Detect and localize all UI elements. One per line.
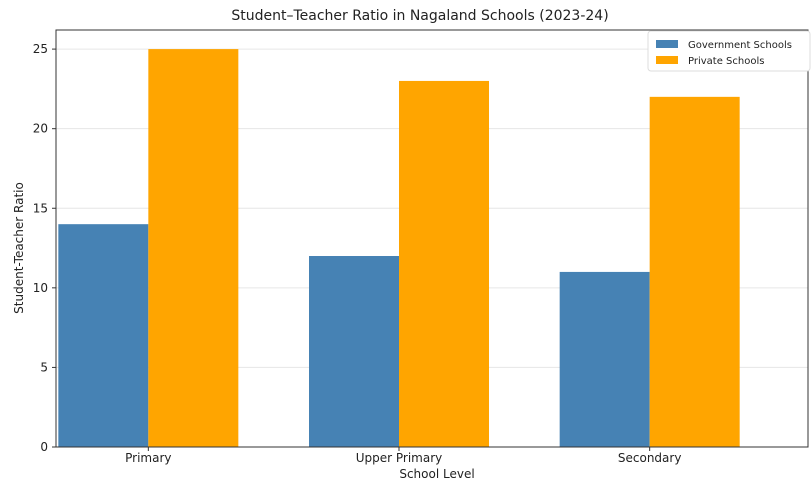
legend-label: Private Schools	[688, 56, 764, 67]
x-axis-label: School Level	[399, 467, 474, 481]
y-tick-label: 0	[40, 440, 48, 454]
bar-secondary-private	[649, 96, 740, 448]
x-tick-label: Secondary	[618, 451, 682, 465]
chart-title: Student–Teacher Ratio in Nagaland School…	[231, 8, 608, 24]
bar-upper-primary-government	[309, 256, 399, 447]
legend-box	[647, 30, 811, 72]
y-tick-label: 15	[33, 201, 48, 215]
legend-swatch	[656, 40, 678, 48]
legend-label: Government Schools	[688, 40, 792, 51]
bars	[58, 49, 740, 448]
y-tick-label: 10	[33, 281, 48, 295]
x-tick-label: Primary	[125, 451, 171, 465]
y-axis-label: Student-Teacher Ratio	[12, 182, 26, 314]
bar-upper-primary-private	[399, 80, 489, 447]
bar-primary-private	[148, 49, 239, 447]
y-tick-label: 25	[33, 42, 48, 56]
x-tick-label: Upper Primary	[356, 451, 443, 465]
legend-swatch	[656, 56, 678, 64]
x-axis: Primary Upper Primary Secondary	[125, 447, 681, 465]
legend: Government Schools Private Schools	[647, 30, 811, 72]
y-tick-label: 5	[40, 360, 48, 374]
plot-frame	[55, 29, 809, 448]
y-axis: 0 5 10 15 20 25	[33, 42, 56, 454]
bar-secondary-government	[559, 271, 650, 447]
y-tick-label: 20	[33, 122, 48, 136]
bar-primary-government	[58, 224, 149, 447]
